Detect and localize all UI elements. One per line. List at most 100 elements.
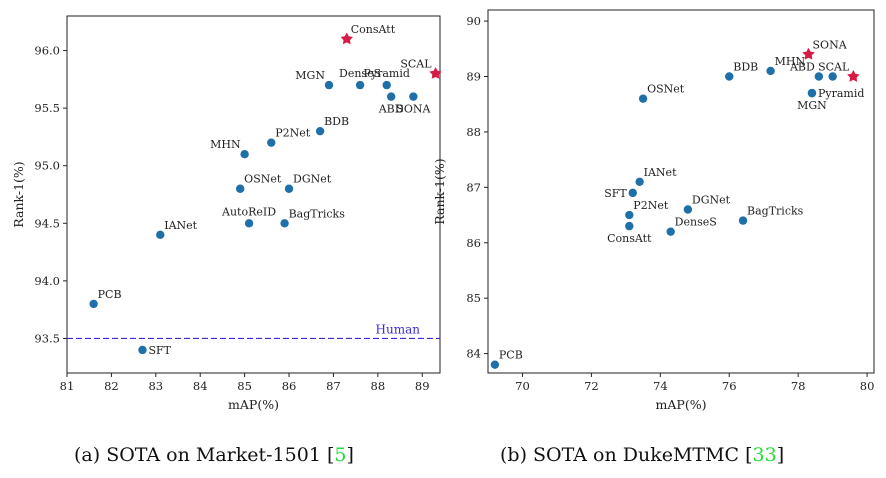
market-point-pyramid-label: Pyramid — [363, 67, 409, 80]
duke-y-tick-label: 85 — [466, 291, 481, 305]
duke-point-dgnet-label: DGNet — [692, 194, 731, 207]
citation-link-market[interactable]: 5 — [334, 444, 347, 466]
caption-duke: (b) SOTA on DukeMTMC [33] — [500, 444, 785, 466]
duke-y-tick-label: 84 — [466, 347, 481, 361]
market-x-tick-label: 84 — [193, 379, 208, 393]
duke-point-bagtricks — [738, 216, 748, 225]
duke-plot-frame — [487, 9, 875, 374]
market-point-sona-label: SONA — [396, 103, 431, 116]
duke-y-axis-label: Rank-1(%) — [432, 158, 447, 224]
duke-x-tick-label: 70 — [515, 379, 530, 393]
market-human-label: Human — [376, 322, 421, 336]
duke-point-denses — [666, 227, 675, 236]
duke-point-scal-label: SCAL — [818, 61, 850, 74]
duke-x-tick-label: 76 — [722, 379, 737, 393]
duke-point-abd — [814, 72, 824, 81]
market-point-bagtricks — [280, 219, 289, 228]
market-x-tick-label: 85 — [237, 379, 252, 393]
market-y-axis-label: Rank-1(%) — [11, 161, 26, 227]
duke-point-p2net-label: P2Net — [633, 199, 669, 212]
duke-point-bdb-label: BDB — [733, 61, 758, 74]
duke-point-consatt — [625, 221, 634, 231]
market-point-bdb — [315, 126, 325, 136]
market-point-ianet — [156, 230, 165, 240]
duke-y-tick-label: 90 — [466, 14, 481, 28]
duke-point-osnet-label: OSNet — [647, 83, 685, 96]
duke-x-tick-label: 78 — [791, 379, 806, 393]
market-point-sft — [138, 345, 147, 355]
duke-point-mhn — [766, 66, 775, 76]
market-point-autoreid — [244, 219, 254, 228]
market-point-osnet — [235, 184, 245, 193]
market-point-osnet-label: OSNet — [244, 173, 282, 186]
market-x-tick-label: 82 — [104, 379, 119, 393]
market-point-pcb-label: PCB — [98, 288, 122, 301]
market-point-dgnet-label: DGNet — [293, 173, 332, 186]
market-point-abd — [386, 92, 396, 101]
duke-x-tick-label: 74 — [653, 379, 668, 393]
duke-y-tick-label: 86 — [466, 236, 481, 250]
duke-point-bagtricks-label: BagTricks — [747, 205, 804, 218]
citation-link-duke[interactable]: 33 — [752, 444, 777, 466]
duke-point-scal-star — [847, 70, 860, 82]
market-y-tick-label: 94.5 — [34, 216, 60, 230]
market-point-denses-label: DenseS — [339, 67, 381, 80]
market-point-consatt-star — [340, 32, 353, 45]
market-1501-chart: 81 82 83 84 85 86 87 88 89 93.5 94.0 94.5 95.0 95.5 96… — [11, 15, 442, 412]
market-y-tick-label: 96.0 — [34, 44, 60, 58]
duke-point-sona-star — [802, 47, 815, 60]
duke-y-tick-label: 89 — [466, 70, 481, 84]
market-point-p2net — [267, 138, 276, 147]
duke-y-tick-label: 88 — [466, 125, 481, 139]
market-point-mgn-label: MGN — [295, 69, 325, 82]
duke-point-pcb — [490, 360, 500, 369]
market-point-mhn — [240, 149, 249, 159]
market-x-tick-label: 88 — [371, 379, 386, 393]
market-point-scal-label: SCAL — [400, 58, 432, 71]
market-point-mgn — [324, 80, 334, 90]
duke-point-mhn-label: MHN — [775, 55, 806, 68]
market-point-abd-label: ABD — [378, 103, 404, 116]
duke-point-osnet — [638, 94, 648, 103]
market-point-bdb-label: BDB — [324, 115, 349, 128]
market-point-mhn-label: MHN — [210, 138, 241, 151]
duke-point-sft-label: SFT — [604, 187, 627, 200]
duke-point-abd-label: ABD — [789, 61, 815, 74]
market-x-tick-label: 87 — [326, 379, 341, 393]
duke-point-dgnet — [683, 205, 693, 214]
duke-point-sft — [628, 188, 637, 198]
duke-point-pyramid-label: Pyramid — [818, 87, 864, 100]
duke-x-tick-label: 72 — [584, 379, 599, 393]
market-x-tick-label: 83 — [148, 379, 163, 393]
market-point-dgnet — [284, 184, 294, 193]
market-x-axis-label: mAP(%) — [228, 397, 279, 412]
market-y-tick-label: 94.0 — [34, 274, 60, 288]
duke-x-axis-label: mAP(%) — [656, 397, 707, 412]
caption-market: (a) SOTA on Market-1501 [5] — [74, 444, 354, 466]
duke-point-mgn-label: MGN — [797, 99, 827, 112]
market-x-tick-label: 89 — [415, 379, 430, 393]
market-point-p2net-label: P2Net — [275, 127, 311, 140]
market-y-tick-label: 95.0 — [34, 159, 60, 173]
duke-point-consatt-label: ConsAtt — [607, 232, 652, 245]
market-point-consatt-label: ConsAtt — [351, 23, 396, 36]
duke-point-pcb-label: PCB — [499, 349, 523, 362]
market-point-pcb — [89, 299, 98, 309]
market-x-tick-label: 81 — [60, 379, 75, 393]
market-y-tick-label: 93.5 — [34, 331, 60, 345]
duke-point-pyramid — [828, 72, 837, 81]
duke-point-ianet — [635, 177, 644, 187]
market-point-pyramid — [382, 80, 391, 90]
market-point-autoreid-label: AutoReID — [221, 205, 276, 218]
duke-point-mgn — [807, 88, 817, 98]
market-point-bagtricks-label: BagTricks — [289, 207, 346, 220]
market-point-denses — [355, 80, 365, 90]
duke-point-denses-label: DenseS — [675, 216, 717, 229]
market-point-ianet-label: IANet — [164, 219, 197, 232]
duke-point-sona-label: SONA — [813, 38, 848, 51]
duke-point-bdb — [725, 72, 734, 81]
duke-x-tick-label: 80 — [860, 379, 875, 393]
market-plot-frame — [66, 15, 441, 374]
duke-y-tick-label: 87 — [466, 180, 481, 194]
